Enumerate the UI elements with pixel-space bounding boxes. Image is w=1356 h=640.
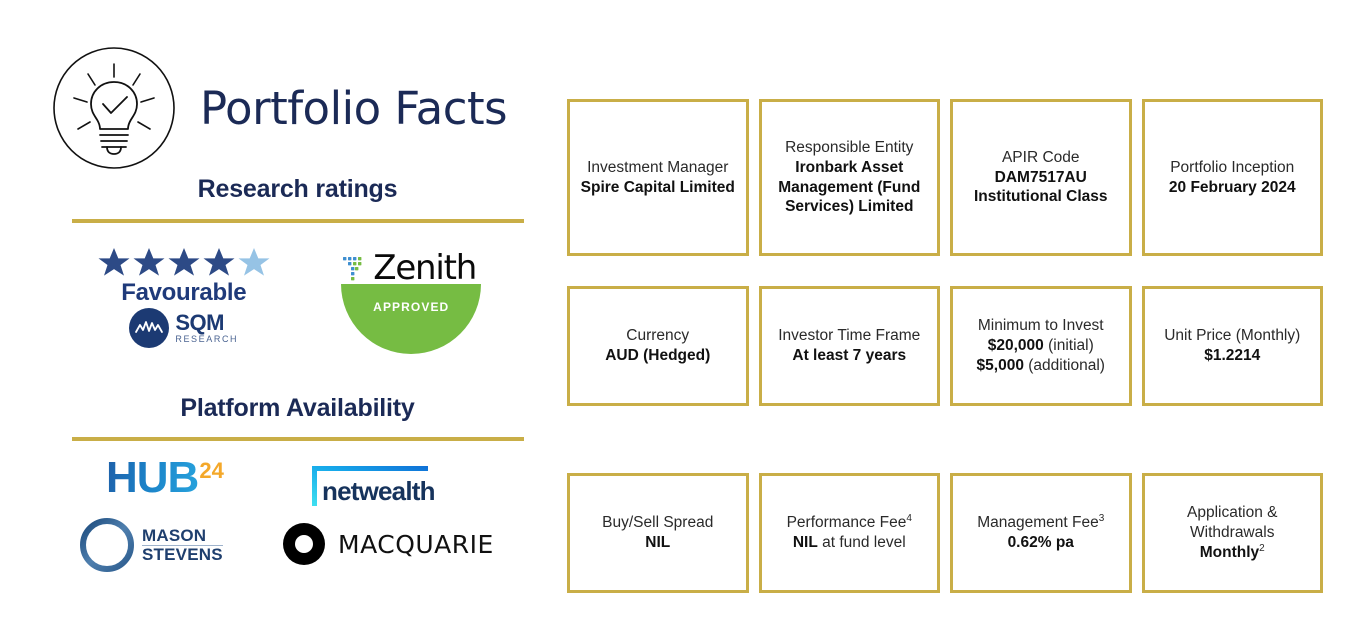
brand-header: Portfolio Facts bbox=[50, 44, 508, 172]
fact-value: 0.62% pa bbox=[1007, 534, 1074, 552]
sqm-wave-icon bbox=[129, 308, 170, 349]
macquarie-wordmark: MACQUARIE bbox=[338, 529, 494, 559]
portfolio-facts-grid: Investment Manager Spire Capital Limited… bbox=[567, 99, 1323, 630]
platform-divider bbox=[72, 437, 524, 441]
research-ratings-heading: Research ratings bbox=[197, 175, 398, 203]
fact-card-performance-fee: Performance Fee4 NIL at fund level bbox=[758, 473, 940, 593]
hub24-logo: HUB 24 bbox=[106, 456, 224, 500]
research-divider bbox=[72, 219, 524, 223]
netwealth-bracket-icon: netwealth bbox=[308, 462, 436, 506]
footnote-marker: 3 bbox=[1098, 513, 1105, 525]
min-additional-amount: $5,000 bbox=[976, 356, 1024, 374]
fact-label: Application & Withdrawals bbox=[1187, 504, 1278, 541]
mason-stevens-logo: MASON STEVENS bbox=[78, 516, 223, 574]
star-icon bbox=[133, 248, 165, 276]
fact-label: Portfolio Inception bbox=[1170, 158, 1295, 176]
fact-card-application-withdrawals: Application & Withdrawals Monthly2 bbox=[1141, 473, 1323, 593]
fact-card-investor-time-frame: Investor Time Frame At least 7 years bbox=[758, 286, 940, 406]
fact-label: Currency bbox=[626, 327, 690, 345]
fact-card-portfolio-inception: Portfolio Inception 20 February 2024 bbox=[1141, 99, 1323, 256]
netwealth-logo: netwealth bbox=[308, 462, 436, 506]
fact-value-line-1: $20,000 (initial) bbox=[988, 336, 1094, 356]
fact-card-buy-sell-spread: Buy/Sell Spread NIL bbox=[567, 473, 749, 593]
sqm-brand: SQM bbox=[175, 310, 224, 336]
footnote-marker: 4 bbox=[906, 513, 912, 525]
sqm-research-logo: SQM RESEARCH bbox=[129, 308, 239, 349]
fact-label: Investor Time Frame bbox=[778, 327, 921, 345]
mason-ring-icon bbox=[80, 518, 134, 572]
lightbulb-check-icon bbox=[50, 44, 178, 172]
fact-label: APIR Code bbox=[1001, 148, 1080, 166]
min-initial-amount: $20,000 bbox=[987, 337, 1044, 355]
left-column: Portfolio Facts Research ratings Favoura… bbox=[0, 0, 560, 640]
macquarie-logo: MACQUARIE bbox=[282, 522, 494, 566]
footnote-marker: 2 bbox=[1259, 542, 1265, 554]
application-frequency: Monthly bbox=[1199, 543, 1260, 561]
min-initial-note: (initial) bbox=[1043, 337, 1094, 355]
performance-fee-note: at fund level bbox=[817, 534, 906, 552]
fact-card-responsible-entity: Responsible Entity Ironbark Asset Manage… bbox=[758, 99, 940, 256]
fact-value: AUD (Hedged) bbox=[605, 347, 711, 364]
fact-label: Unit Price (Monthly) bbox=[1164, 327, 1301, 345]
fact-value: At least 7 years bbox=[792, 347, 907, 364]
fact-value: NIL bbox=[645, 534, 671, 551]
fact-value: DAM7517AU Institutional Class bbox=[974, 168, 1108, 206]
mason-line2: STEVENS bbox=[142, 545, 223, 564]
fact-label: Responsible Entity bbox=[785, 138, 914, 156]
hub24-suffix: 24 bbox=[199, 458, 224, 483]
star-icon bbox=[203, 248, 235, 276]
netwealth-wordmark: netwealth bbox=[322, 476, 436, 506]
macquarie-ring-icon bbox=[283, 523, 325, 565]
fact-value: 20 February 2024 bbox=[1168, 178, 1296, 196]
fact-value: NIL at fund level bbox=[793, 533, 906, 553]
fact-card-investment-manager: Investment Manager Spire Capital Limited bbox=[567, 99, 749, 256]
page-title: Portfolio Facts bbox=[200, 81, 508, 135]
star-icon bbox=[98, 248, 130, 276]
fact-value: Monthly2 bbox=[1200, 543, 1265, 563]
zenith-brand: Zenith bbox=[373, 247, 477, 288]
performance-fee-amount: NIL bbox=[792, 534, 818, 552]
zenith-logo: Zenith APPROVED bbox=[341, 246, 482, 354]
platform-availability-heading: Platform Availability bbox=[180, 394, 415, 422]
zenith-dots-icon bbox=[343, 257, 362, 281]
min-additional-note: (additional) bbox=[1023, 356, 1105, 374]
research-ratings-logos: Favourable SQM RESEARCH bbox=[70, 246, 525, 376]
fact-value: $1.2214 bbox=[1204, 347, 1261, 364]
zenith-status-label: APPROVED bbox=[373, 300, 450, 314]
fact-card-apir-code: APIR Code DAM7517AU Institutional Class bbox=[950, 99, 1132, 256]
hub24-wordmark: HUB bbox=[106, 453, 199, 502]
fact-card-unit-price: Unit Price (Monthly) $1.2214 bbox=[1141, 286, 1323, 406]
fact-label: Buy/Sell Spread bbox=[602, 514, 714, 532]
fact-label-text: Performance Fee bbox=[786, 514, 907, 532]
fact-label: Management Fee3 bbox=[977, 513, 1104, 533]
sqm-brand-sub: RESEARCH bbox=[175, 334, 239, 345]
fact-card-minimum-to-invest: Minimum to Invest $20,000 (initial) $5,0… bbox=[950, 286, 1132, 406]
fact-value: Ironbark Asset Management (Fund Services… bbox=[778, 158, 921, 216]
fact-label: Minimum to Invest bbox=[977, 317, 1104, 335]
mason-line1: MASON bbox=[142, 526, 223, 546]
fact-label: Investment Manager bbox=[587, 158, 729, 176]
fact-card-currency: Currency AUD (Hedged) bbox=[567, 286, 749, 406]
platform-logos: HUB 24 netwealth bbox=[70, 456, 525, 586]
zenith-rating: Zenith APPROVED bbox=[298, 246, 526, 376]
star-rating bbox=[97, 246, 271, 278]
fact-label: Performance Fee4 bbox=[787, 513, 912, 533]
sqm-rating: Favourable SQM RESEARCH bbox=[70, 246, 298, 376]
star-icon bbox=[168, 248, 200, 276]
star-icon-empty bbox=[238, 248, 270, 276]
fact-value: Spire Capital Limited bbox=[580, 178, 735, 196]
sqm-rating-label: Favourable bbox=[121, 279, 247, 306]
fact-value-line-2: $5,000 (additional) bbox=[977, 356, 1105, 376]
fact-card-management-fee: Management Fee3 0.62% pa bbox=[950, 473, 1132, 593]
fact-label-text: Management Fee bbox=[977, 514, 1099, 532]
zenith-approved-badge: APPROVED bbox=[341, 284, 482, 354]
